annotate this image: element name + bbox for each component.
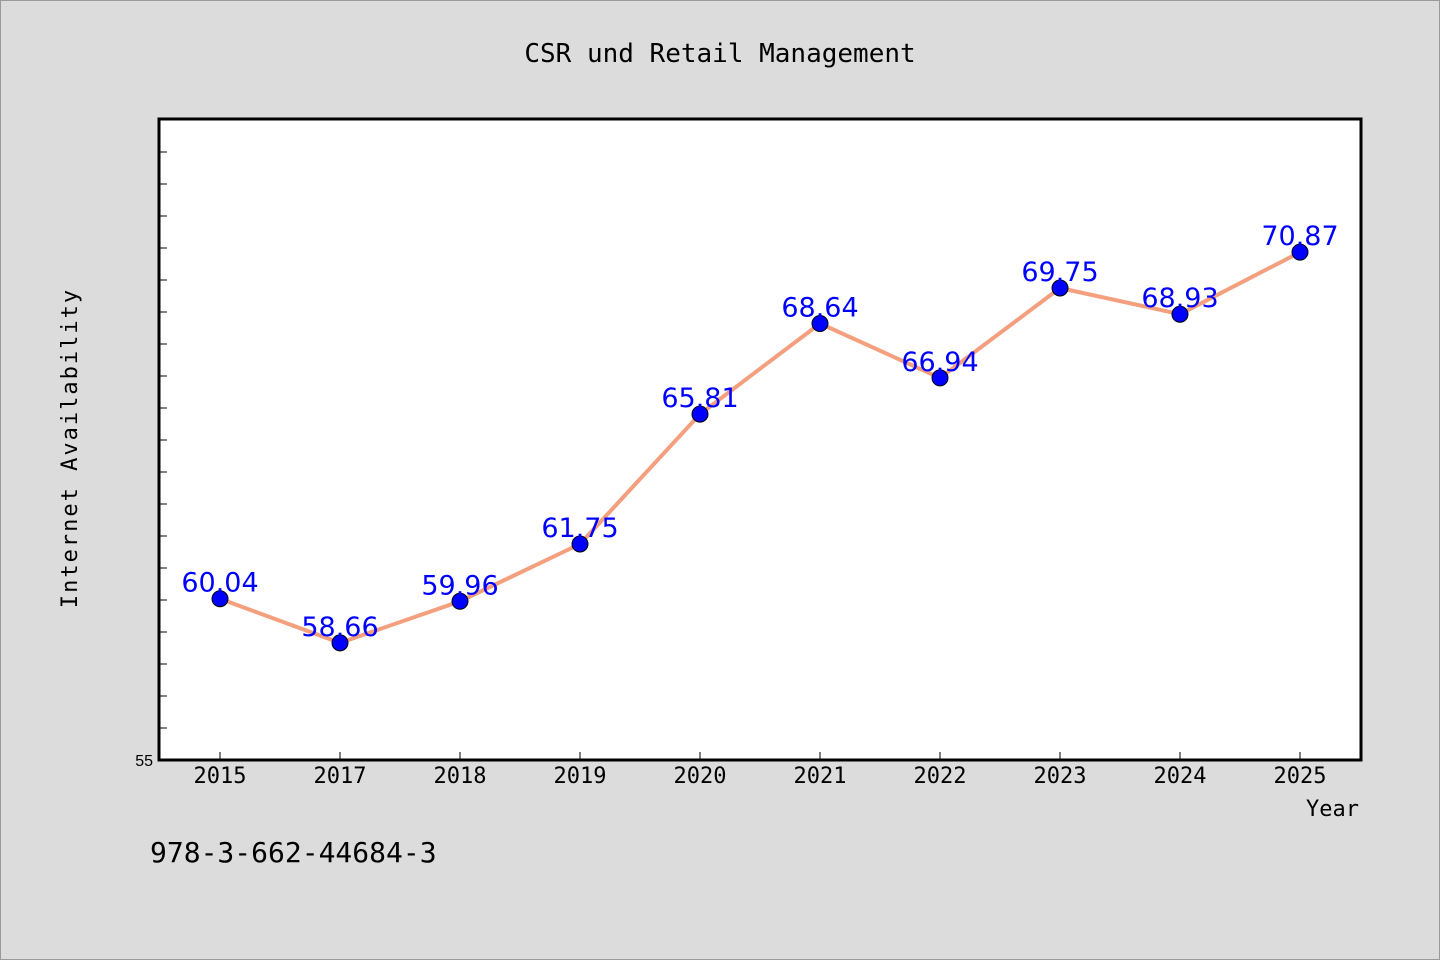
data-point [1051,279,1069,297]
data-label: 66.94 [901,347,978,378]
data-label: 65.81 [661,383,738,414]
x-tick-label: 2017 [314,764,367,789]
data-point [451,592,469,610]
x-tick-label: 2015 [194,764,247,789]
x-tick-label: 2020 [674,764,727,789]
x-tick-label: 2021 [794,764,847,789]
y-axis-ticks: 55 [135,119,167,770]
footnote-isbn: 978-3-662-44684-3 [150,836,437,869]
x-tick-label: 2019 [554,764,607,789]
x-tick-label: 2018 [434,764,487,789]
x-tick-label: 2023 [1034,764,1087,789]
data-label: 59.96 [421,570,498,601]
data-label: 58.66 [301,612,378,643]
data-point [1291,243,1309,261]
x-tick-label: 2022 [914,764,967,789]
data-point [931,369,949,387]
y-tick-label: 55 [135,753,153,770]
chart-title: CSR und Retail Management [524,39,915,69]
data-labels: 60.04 58.66 59.96 61.75 65.81 68.64 66.94 69.75… [181,221,1338,643]
data-label: 69.75 [1021,257,1098,288]
data-label: 70.87 [1261,221,1338,252]
data-point [691,405,709,423]
plot-area [157,117,1363,762]
data-label: 68.64 [781,293,858,324]
x-axis-label: Year [1306,797,1359,822]
data-point [1171,305,1189,323]
x-axis-ticks: 2015 2017 2018 2019 2020 2021 2022 2023 2024 2025 [194,752,1327,789]
data-point [811,315,829,333]
data-point [331,634,349,652]
data-point [211,590,229,608]
data-point [571,535,589,553]
series-markers [211,243,1309,652]
x-tick-label: 2025 [1274,764,1327,789]
x-tick-label: 2024 [1154,764,1207,789]
y-axis-label: Internet Availability [58,288,83,608]
data-label: 60.04 [181,568,258,599]
series-line [219,250,1301,645]
data-label: 68.93 [1141,283,1218,314]
data-label: 61.75 [541,513,618,544]
